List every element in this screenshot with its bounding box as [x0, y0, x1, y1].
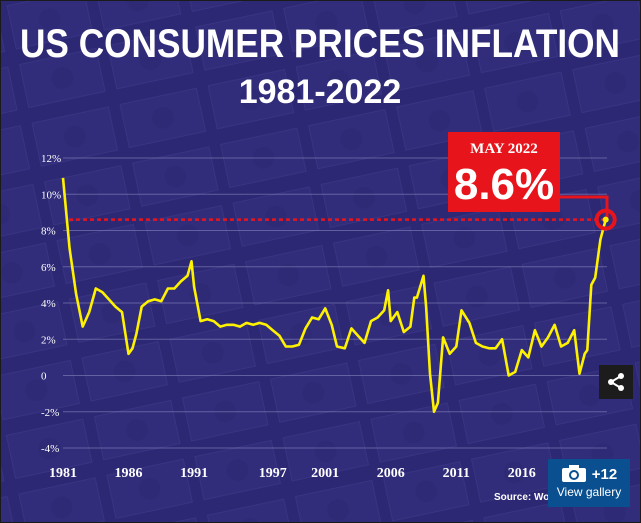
x-tick-label: 1981: [49, 466, 77, 481]
y-tick-label: 8%: [41, 226, 56, 238]
y-tick-label: 10%: [41, 189, 61, 201]
share-icon: [608, 373, 624, 391]
chart-title: US CONSUMER PRICES INFLATION: [20, 22, 620, 66]
x-tick-label: 2011: [443, 466, 470, 481]
x-tick-label: 1991: [180, 466, 208, 481]
y-tick-label: -2%: [41, 407, 59, 419]
view-gallery-button[interactable]: +12 View gallery: [548, 459, 630, 507]
y-tick-label: 0: [41, 371, 47, 383]
callout-label: MAY 2022: [470, 141, 538, 157]
y-tick-label: 2%: [41, 334, 56, 346]
y-tick-label: 4%: [41, 298, 56, 310]
share-button[interactable]: [599, 365, 633, 399]
y-tick-label: 12%: [41, 153, 61, 165]
camera-icon: [561, 465, 586, 482]
source-note: Source: Wo: [494, 492, 549, 503]
y-tick-label: -4%: [41, 443, 59, 455]
gallery-count: +12: [591, 465, 618, 483]
callout-value: 8.6%: [454, 160, 554, 209]
callout-dot: [602, 216, 609, 223]
x-tick-label: 2016: [508, 466, 536, 481]
gallery-label: View gallery: [556, 485, 622, 499]
chart-subtitle: 1981-2022: [239, 73, 402, 111]
inflation-series-line: [61, 177, 607, 414]
callout-box: [448, 132, 560, 212]
callout-marker: [594, 208, 617, 231]
x-tick-label: 1997: [259, 466, 287, 481]
x-tick-label: 2006: [377, 466, 405, 481]
y-tick-label: 6%: [41, 262, 56, 274]
x-tick-label: 1986: [115, 466, 143, 481]
x-tick-label: 2001: [311, 466, 339, 481]
